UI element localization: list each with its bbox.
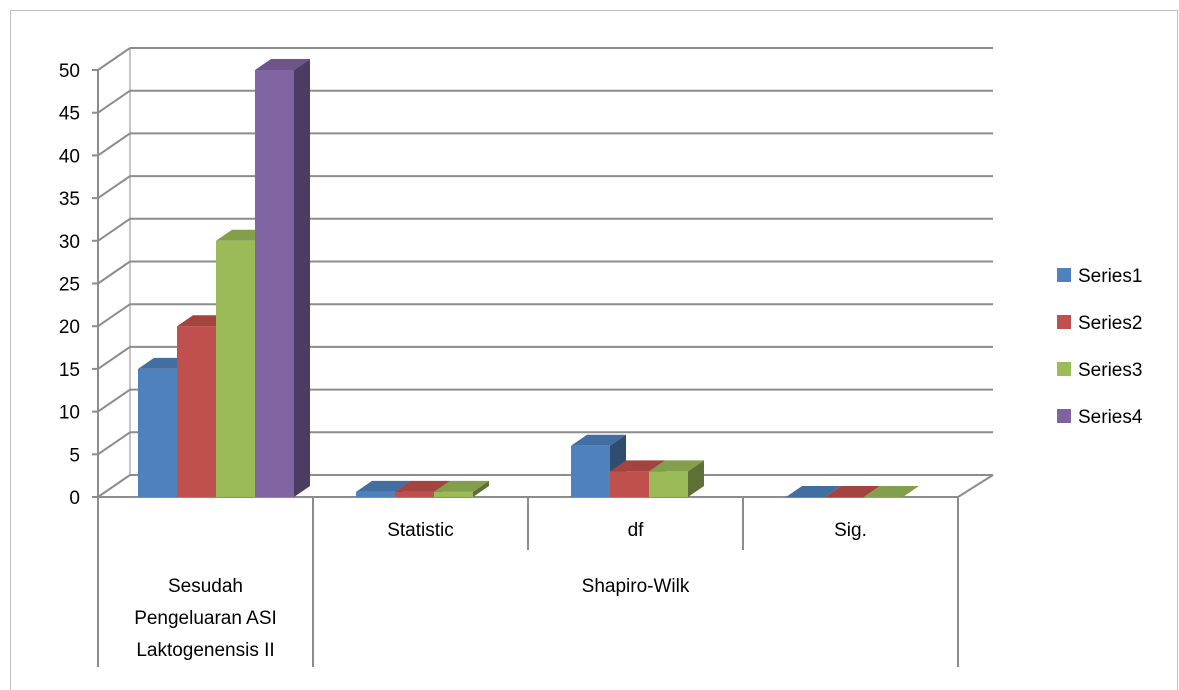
y-tick-label: 25 <box>59 275 80 296</box>
y-tick-label: 35 <box>59 189 80 210</box>
legend-item-series1: Series1 <box>1057 266 1142 287</box>
legend-item-series3: Series3 <box>1057 360 1142 381</box>
bar-front <box>356 491 395 497</box>
bar-top <box>649 460 704 472</box>
gridline-side <box>97 431 131 456</box>
bar-top <box>864 486 919 497</box>
bar-series2-3 <box>825 486 880 498</box>
gridline-side <box>97 474 131 498</box>
x-group-label: Shapiro-Wilk <box>582 576 690 597</box>
y-tick-label: 40 <box>59 146 80 167</box>
bar-front <box>649 471 688 497</box>
bar-top <box>255 59 310 70</box>
bar-top <box>356 480 411 492</box>
bar-top <box>571 434 626 446</box>
bar-front <box>216 240 255 498</box>
x-category-label: Sesudah <box>168 576 243 597</box>
bar-front <box>255 70 294 497</box>
y-tick-label: 15 <box>59 360 80 381</box>
bar-front <box>395 491 434 497</box>
bar-top <box>825 486 880 497</box>
bar-top <box>610 460 665 472</box>
chart-frame <box>10 10 1178 690</box>
gridline-side <box>97 132 131 157</box>
y-tick-label: 10 <box>59 403 80 424</box>
legend-item-series2: Series2 <box>1057 313 1142 334</box>
bar-side <box>688 460 704 497</box>
bar-top <box>786 486 841 497</box>
gridline-side <box>97 388 131 413</box>
gridline-side <box>97 175 131 199</box>
gridline-side <box>97 47 131 71</box>
bar-front <box>138 368 177 497</box>
bar-series3-2 <box>649 460 704 497</box>
y-tick-label: 30 <box>59 232 80 253</box>
bar-front <box>825 497 864 498</box>
gridline-side <box>97 346 131 370</box>
y-tick-label: 20 <box>59 317 80 338</box>
bar-front <box>864 497 903 498</box>
bar-front <box>434 491 473 497</box>
y-tick-label: 5 <box>69 445 80 466</box>
y-tick-label: 50 <box>59 61 80 82</box>
gridline-side <box>97 217 131 242</box>
bar-series4-0 <box>255 59 310 497</box>
legend: Series1 Series2 Series3 Series4 <box>1057 266 1143 428</box>
bar-series3-1 <box>434 480 489 497</box>
bar-series3-3 <box>864 486 919 498</box>
legend-swatch <box>1057 268 1071 282</box>
bar-front <box>571 445 610 497</box>
bar-top <box>434 480 489 492</box>
bar-front <box>177 326 216 497</box>
bar-side <box>294 59 310 497</box>
bar-front <box>610 471 649 497</box>
floor-edge <box>957 474 994 498</box>
axis-labels: 0 5 10 15 20 25 30 35 40 45 50 Sesudah Pengeluaran A… <box>59 61 867 661</box>
legend-swatch <box>1057 362 1071 376</box>
gridline-side <box>97 303 131 328</box>
y-tick-label: 0 <box>69 488 80 509</box>
gridline-side <box>97 89 131 114</box>
legend-label: Series1 <box>1078 266 1142 287</box>
legend-label: Series3 <box>1078 360 1142 381</box>
x-category-label: Sig. <box>834 520 867 541</box>
legend-swatch <box>1057 315 1071 329</box>
legend-label: Series4 <box>1078 407 1143 428</box>
legend-label: Series2 <box>1078 313 1142 334</box>
gridline-side <box>97 260 131 285</box>
bars <box>138 59 919 498</box>
x-category-label: Statistic <box>387 520 454 541</box>
bar-front <box>786 497 825 498</box>
bar-side <box>473 480 489 497</box>
legend-item-series4: Series4 <box>1057 407 1143 428</box>
bar-top <box>395 480 450 492</box>
x-category-label: Laktogenensis II <box>136 640 274 661</box>
x-category-label: df <box>628 520 645 541</box>
legend-swatch <box>1057 409 1071 423</box>
y-tick-label: 45 <box>59 104 80 125</box>
x-category-label: Pengeluaran ASI <box>134 608 277 629</box>
bar-series1-3 <box>786 486 841 498</box>
